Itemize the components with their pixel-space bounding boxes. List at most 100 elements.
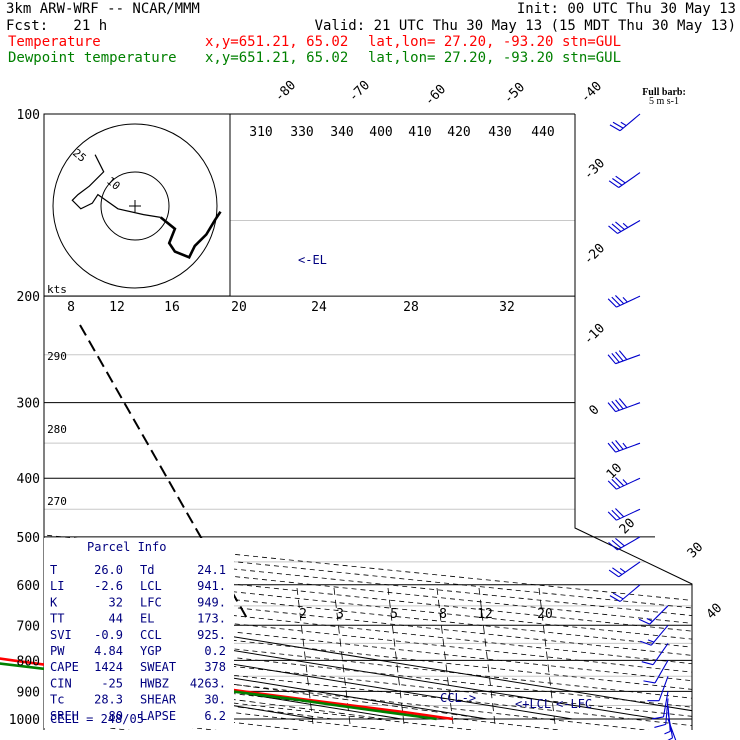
temperature-tick-label: 0 — [586, 402, 602, 418]
barb-full — [608, 541, 618, 551]
barb-half — [619, 568, 626, 573]
wind-barb — [647, 676, 669, 702]
barb-full — [611, 539, 622, 549]
barb-full — [611, 353, 620, 363]
temperature-tick: -10 — [581, 321, 608, 348]
pressure-tick-label: 100 — [17, 108, 40, 123]
mixing-ratio-label: 5 — [390, 607, 398, 622]
barb-staff — [618, 172, 641, 188]
pressure-tick-label: 500 — [17, 531, 40, 546]
init-time: Init: 00 UTC Thu 30 May 13 — [517, 1, 736, 17]
pressure-tick-label: 700 — [17, 619, 40, 634]
barb-full — [611, 223, 622, 232]
barb-full — [608, 225, 618, 234]
mixing-ratio-line — [436, 587, 454, 725]
temperature-tick: -70 — [346, 78, 373, 105]
parcel-label-b: SWEAT — [140, 660, 176, 674]
thetae-label: 270 — [47, 495, 67, 508]
barb-full — [608, 180, 620, 188]
barb-full — [608, 569, 620, 578]
barb-full — [615, 221, 625, 230]
forecast-hour: Fcst: 21 h — [6, 18, 107, 34]
barb-full — [618, 398, 628, 408]
wind-barb — [607, 440, 641, 453]
pressure-tick-label: 200 — [17, 290, 40, 305]
parcel-info-rows: T 26.0 Td 24.1 LI -2.6 LCL 941. K 32 LFC 949. TT 44 EL… — [50, 563, 226, 723]
temperature-tick: -50 — [501, 80, 528, 107]
mixing-ratio-upper-label: 28 — [403, 300, 419, 315]
barb-half — [647, 639, 655, 643]
barb-staff — [619, 113, 641, 132]
parcel-value-b: 30. — [204, 693, 226, 707]
parcel-value-b: 6.2 — [204, 709, 226, 723]
mixing-ratio-line — [296, 587, 314, 725]
barb-full — [615, 295, 625, 305]
barb-half — [646, 618, 653, 622]
mixing-ratio-label: 2 — [299, 607, 307, 622]
barb-key-title: Full barb: — [642, 87, 686, 98]
theta-label: 430 — [488, 125, 511, 140]
parcel-value-a: 28.3 — [94, 693, 123, 707]
barb-staff — [617, 220, 641, 234]
lcl-marker: <+LCL — [515, 697, 551, 711]
temperature-tick: -20 — [581, 241, 608, 268]
barb-staff — [616, 295, 641, 308]
barb-full — [654, 723, 666, 728]
wind-barb — [608, 536, 641, 551]
wind-barb — [643, 660, 669, 684]
wind-barb — [640, 624, 669, 646]
temperature-tick: -80 — [272, 78, 299, 105]
mixing-ratio-label: 20 — [537, 607, 553, 622]
dewpoint-line — [0, 662, 437, 721]
wind-barb — [607, 295, 641, 308]
wind-barb — [607, 477, 641, 490]
barb-half — [666, 737, 673, 740]
barb-full — [615, 175, 626, 184]
wind-barb — [607, 508, 641, 521]
mixing-ratio-upper-label: 8 — [67, 300, 75, 315]
barb-staff — [617, 536, 641, 551]
theta-label: 410 — [408, 125, 431, 140]
guide-line — [79, 324, 249, 621]
parcel-value-b: 24.1 — [197, 563, 226, 577]
parcel-value-a: -0.9 — [94, 628, 123, 642]
barb-full — [640, 640, 652, 646]
legend-dewpoint-stn: stn=GUL — [562, 50, 621, 66]
theta-label: 440 — [531, 125, 554, 140]
mixing-ratio-upper-label: 20 — [231, 300, 247, 315]
ccl-marker: CCL-> — [440, 691, 476, 705]
barb-full — [607, 298, 617, 308]
temperature-tick: 0 — [586, 402, 602, 418]
model-title: 3km ARW-WRF -- NCAR/MMM — [6, 1, 200, 17]
thetae-label: 290 — [47, 350, 67, 363]
dry-adiabat-line — [44, 114, 663, 730]
barb-full — [651, 716, 664, 720]
temperature-tick-label: 40 — [704, 601, 726, 623]
wind-barb — [608, 220, 641, 234]
barb-half — [622, 222, 629, 228]
barb-half — [664, 730, 671, 735]
parcel-label-b: LAPSE — [140, 709, 176, 723]
wind-barb — [607, 350, 641, 365]
temperature-tick: 40 — [704, 601, 726, 623]
pressure-tick-label: 600 — [17, 579, 40, 594]
dry-adiabat-line — [44, 114, 692, 730]
wind-barb — [608, 561, 641, 578]
barb-full — [612, 567, 623, 575]
barb-half — [620, 121, 627, 127]
wind-barb — [608, 172, 641, 188]
parcel-value-b: 949. — [197, 595, 226, 609]
barb-full — [612, 178, 623, 186]
legend-temperature-stn: stn=GUL — [562, 34, 621, 50]
mixing-ratio-upper-label: 32 — [499, 300, 515, 315]
wind-barb — [641, 643, 669, 666]
profile-series — [0, 657, 453, 721]
parcel-value-a: -2.6 — [94, 579, 123, 593]
parcel-info-panel: Parcel Info T 26.0 Td 24.1 LI -2.6 LCL 941. K 32 L… — [44, 538, 234, 728]
barb-half — [622, 297, 628, 303]
wind-barb — [609, 584, 641, 602]
temperature-tick: -30 — [581, 156, 608, 183]
parcel-value-a: 1424 — [94, 660, 123, 674]
barb-full — [612, 121, 624, 129]
barb-staff — [654, 660, 669, 684]
